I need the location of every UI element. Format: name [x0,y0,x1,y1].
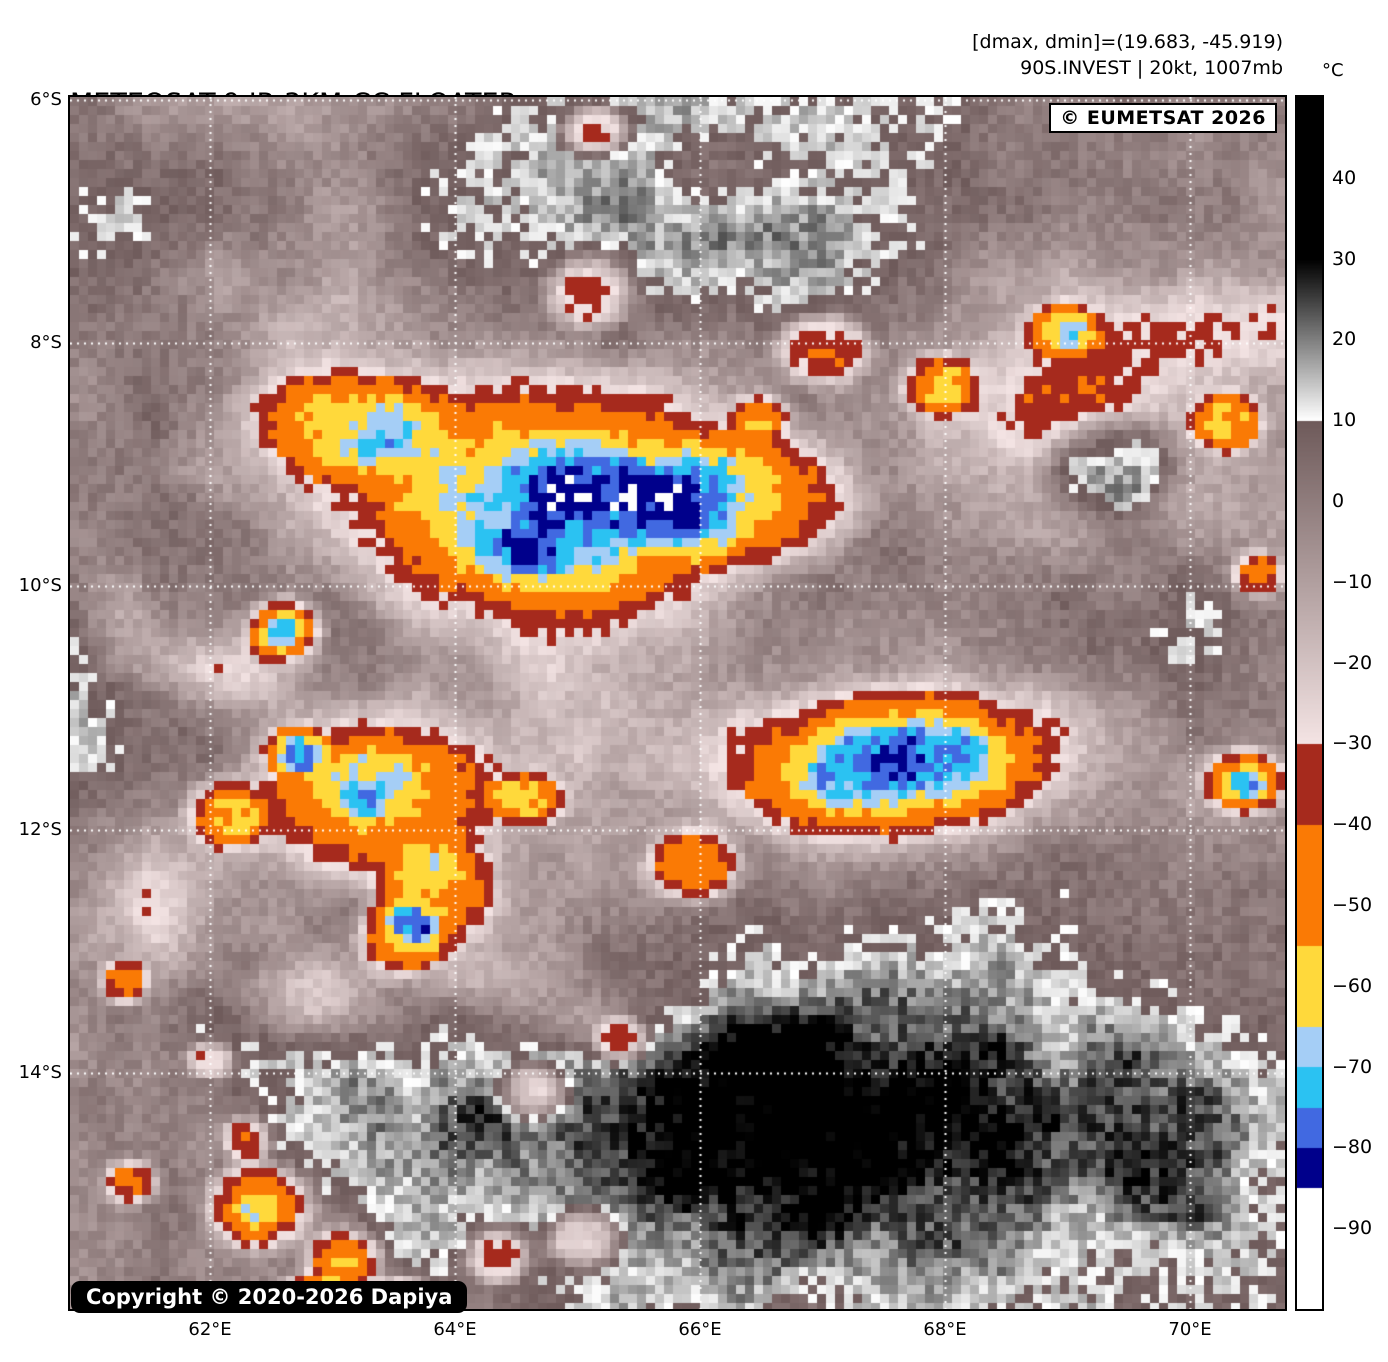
copyright-badge: Copyright © 2020-2026 Dapiya [71,1281,468,1313]
colorbar-tick-label: −30 [1332,732,1373,755]
colorbar-tick-label: −90 [1332,1217,1373,1240]
satellite-imagery-canvas [70,97,1285,1309]
y-tick-label: 8°S [30,332,62,353]
colorbar-tick-label: 10 [1332,409,1357,432]
y-tick-label: 14°S [18,1061,62,1083]
colorbar-tick-label: −40 [1332,813,1373,836]
colorbar-tick-label: 40 [1332,166,1357,189]
colorbar-tick-label: 20 [1332,328,1357,351]
dmax-dmin-label: [dmax, dmin]=(19.683, -45.919) [972,31,1283,53]
colorbar-tick-label: −60 [1332,974,1373,997]
y-tick-label: 12°S [18,818,62,840]
map-panel: © EUMETSAT 2026 Copyright © 2020-2026 Da… [68,95,1287,1313]
colorbar-tick-label: −20 [1332,651,1373,674]
x-tick-label: 64°E [433,1319,477,1340]
x-tick-label: 66°E [678,1319,722,1340]
colorbar-tick-label: −10 [1332,570,1373,593]
x-tick-label: 68°E [923,1319,967,1340]
colorbar [1295,95,1324,1311]
eumetsat-badge: © EUMETSAT 2026 [1049,103,1277,133]
colorbar-tick-label: 0 [1332,490,1345,512]
colorbar-tick-label: −70 [1332,1055,1373,1078]
colorbar-unit-label: °C [1322,60,1344,81]
storm-info-label: 90S.INVEST | 20kt, 1007mb [1020,56,1283,79]
colorbar-tick-label: −50 [1332,894,1373,916]
figure-info-block: [dmax, dmin]=(19.683, -45.919) 90S.INVES… [972,30,1283,81]
y-tick-label: 6°S [30,88,62,110]
x-tick-label: 62°E [188,1319,232,1340]
y-tick-label: 10°S [18,575,62,597]
colorbar-tick-label: −80 [1332,1136,1373,1159]
x-tick-label: 70°E [1168,1319,1212,1340]
colorbar-gradient [1297,97,1322,1309]
colorbar-tick-label: 30 [1332,247,1357,270]
